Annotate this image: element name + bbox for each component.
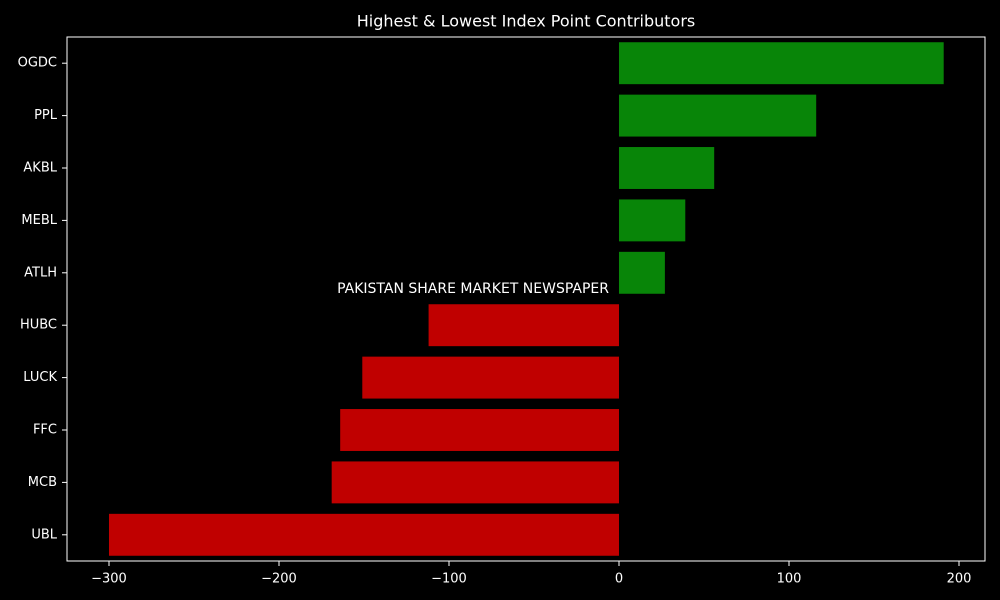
y-tick-label: LUCK [23, 370, 57, 385]
bar [362, 356, 619, 399]
x-tick-label: 100 [777, 572, 802, 587]
bar [618, 94, 817, 137]
y-tick-label: MCB [28, 475, 57, 490]
y-tick-label: UBL [31, 527, 57, 542]
x-tick-label: 0 [615, 572, 623, 587]
chart-title: Highest & Lowest Index Point Contributor… [357, 12, 696, 31]
x-tick-label: −100 [431, 572, 467, 587]
x-tick-label: −200 [261, 572, 297, 587]
y-tick-label: FFC [33, 423, 57, 438]
y-tick-label: OGDC [18, 56, 57, 71]
bar [340, 409, 619, 451]
bar [428, 304, 619, 347]
x-tick-label: −300 [91, 572, 127, 587]
bar [108, 513, 619, 556]
plot-frame [66, 36, 986, 562]
bar [618, 199, 686, 242]
x-tick-label: 200 [947, 572, 972, 587]
y-tick-label: AKBL [23, 161, 57, 176]
bar [618, 251, 665, 294]
y-tick-label: HUBC [20, 318, 57, 333]
y-tick-label: MEBL [21, 213, 57, 228]
bar [331, 461, 619, 504]
bar [618, 42, 944, 85]
y-tick-label: ATLH [24, 265, 57, 280]
bar [618, 147, 715, 189]
annotation: PAKISTAN SHARE MARKET NEWSPAPER [337, 281, 609, 297]
y-tick-label: PPL [34, 108, 58, 123]
